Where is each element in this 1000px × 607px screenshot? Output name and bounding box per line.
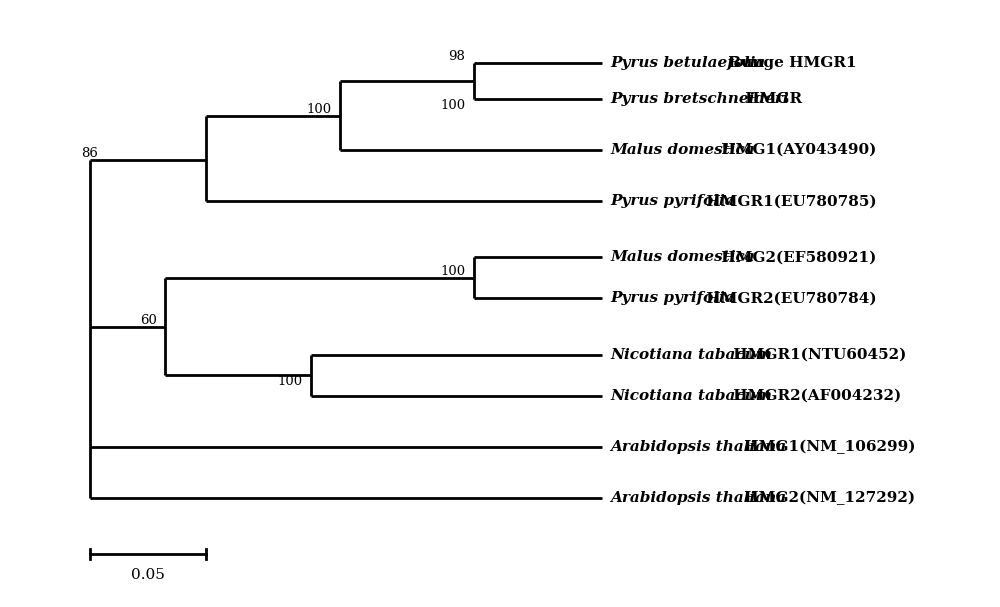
Text: Bunge HMGR1: Bunge HMGR1 [723,56,857,70]
Text: Arabidopsis thaliana: Arabidopsis thaliana [611,490,787,505]
Text: Arabidopsis thaliana: Arabidopsis thaliana [611,439,787,453]
Text: HMGR2(AF004232): HMGR2(AF004232) [728,388,901,402]
Text: HMG1(AY043490): HMG1(AY043490) [716,143,876,157]
Text: 60: 60 [140,313,157,327]
Text: 100: 100 [277,375,302,388]
Text: Nicotiana tabacum: Nicotiana tabacum [611,348,772,362]
Text: Pyrus bretschneideri: Pyrus bretschneideri [611,92,789,106]
Text: HMGR1(NTU60452): HMGR1(NTU60452) [728,348,907,362]
Text: Pyrus pyrifolia: Pyrus pyrifolia [611,194,735,208]
Text: 98: 98 [448,50,465,63]
Text: HMG2(NM_127292): HMG2(NM_127292) [739,490,915,505]
Text: Malus domestica: Malus domestica [611,143,755,157]
Text: HMGR1(EU780785): HMGR1(EU780785) [701,194,877,208]
Text: 0.05: 0.05 [131,568,165,582]
Text: 100: 100 [440,99,465,112]
Text: 86: 86 [81,148,98,160]
Text: 100: 100 [306,103,331,116]
Text: Nicotiana tabacum: Nicotiana tabacum [611,388,772,402]
Text: HMG1(NM_106299): HMG1(NM_106299) [739,439,915,454]
Text: HMGR: HMGR [740,92,802,106]
Text: HMG2(EF580921): HMG2(EF580921) [716,251,876,265]
Text: Malus domestica: Malus domestica [611,251,755,265]
Text: Pyrus betulaefolia: Pyrus betulaefolia [611,56,766,70]
Text: HMGR2(EU780784): HMGR2(EU780784) [701,291,877,305]
Text: Pyrus pyrifolia: Pyrus pyrifolia [611,291,735,305]
Text: 100: 100 [440,265,465,278]
